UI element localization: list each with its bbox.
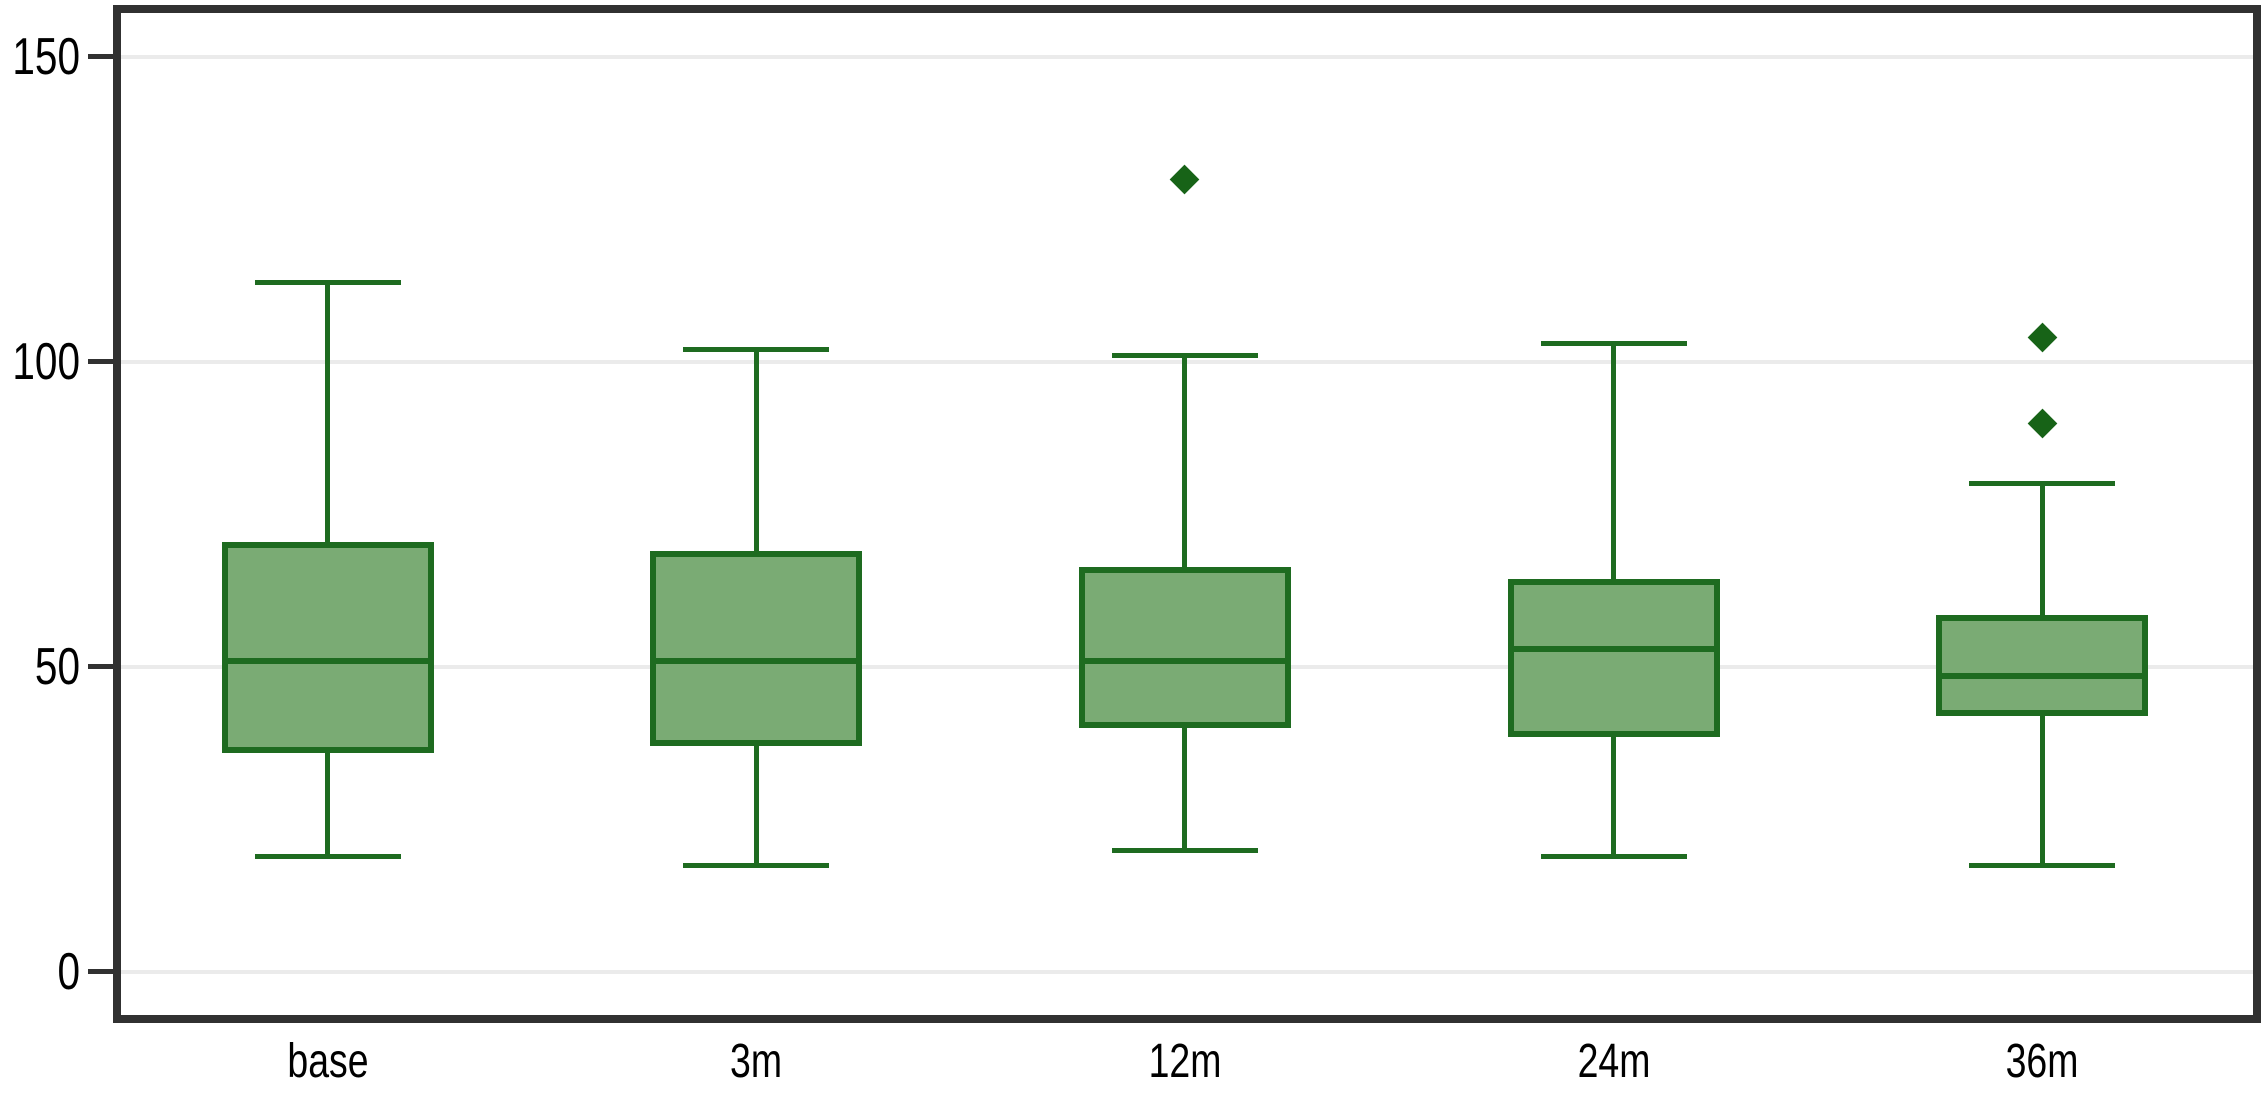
whisker-lower-cap-3m (683, 863, 830, 869)
y-tick-mark-150 (88, 54, 113, 60)
median-line-36m (1936, 673, 2149, 680)
whisker-upper-stem-24m (1611, 344, 1617, 579)
whisker-upper-cap-24m (1540, 341, 1687, 347)
plot-frame (113, 5, 2261, 1023)
x-tick-label-36m: 36m (2005, 1035, 2079, 1088)
median-line-12m (1078, 658, 1291, 665)
whisker-lower-stem-24m (1611, 737, 1617, 857)
y-tick-mark-0 (88, 969, 113, 974)
iqr-box-36m (1936, 615, 2149, 716)
whisker-upper-stem-12m (1182, 356, 1188, 567)
whisker-lower-cap-24m (1540, 854, 1687, 860)
whisker-upper-cap-36m (1969, 481, 2116, 487)
whisker-lower-stem-3m (753, 746, 759, 866)
whisker-lower-stem-base (325, 752, 330, 857)
y-tick-label-150: 150 (12, 28, 81, 87)
whisker-upper-stem-3m (753, 350, 759, 552)
y-tick-label-0: 0 (57, 943, 80, 1001)
gridline-0 (121, 970, 2253, 974)
x-tick-label-3m: 3m (730, 1035, 783, 1088)
y-tick-mark-50 (88, 664, 113, 670)
whisker-upper-cap-3m (683, 347, 830, 353)
whisker-upper-cap-12m (1111, 353, 1258, 359)
whisker-lower-stem-12m (1182, 728, 1188, 851)
whisker-lower-cap-base (254, 854, 401, 860)
median-line-base (221, 658, 434, 665)
median-line-3m (650, 658, 863, 665)
iqr-box-24m (1507, 578, 1720, 738)
iqr-box-12m (1078, 566, 1291, 729)
whisker-upper-cap-base (254, 280, 401, 286)
y-tick-mark-100 (88, 359, 113, 365)
whisker-lower-cap-36m (1969, 863, 2116, 869)
whisker-lower-stem-36m (2039, 715, 2045, 866)
x-tick-label-24m: 24m (1577, 1035, 1651, 1088)
median-line-24m (1507, 645, 1720, 652)
gridline-150 (121, 55, 2253, 60)
x-tick-label-12m: 12m (1148, 1035, 1222, 1088)
whisker-upper-stem-36m (2039, 484, 2045, 616)
x-tick-label-base: base (286, 1035, 369, 1088)
iqr-box-3m (650, 551, 863, 747)
whisker-upper-stem-base (325, 283, 330, 543)
y-tick-label-50: 50 (34, 638, 80, 697)
whisker-lower-cap-12m (1111, 848, 1258, 854)
iqr-box-base (221, 542, 434, 753)
y-tick-label-100: 100 (12, 333, 81, 392)
